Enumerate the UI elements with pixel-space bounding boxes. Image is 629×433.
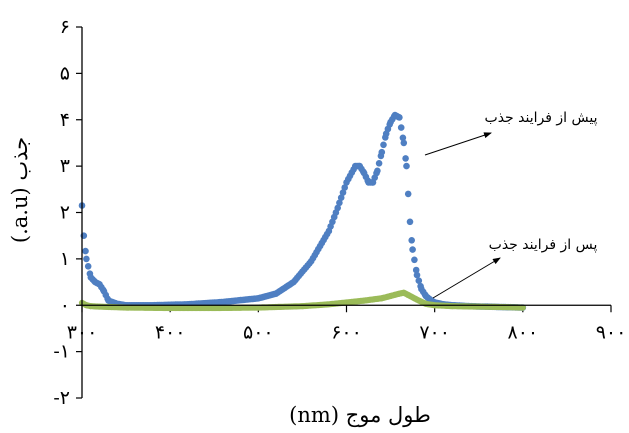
annotation-arrow-before — [424, 132, 492, 156]
data-point — [375, 160, 383, 167]
x-tick-label: ۹۰۰ — [596, 321, 627, 343]
data-point — [83, 255, 90, 263]
series-before-adsorption — [78, 111, 527, 311]
data-point — [337, 194, 345, 201]
y-tick-label: -۲ — [53, 387, 70, 409]
annotation-before: پیش از فرایند جذب — [485, 110, 598, 126]
data-point — [412, 266, 420, 274]
axes — [76, 26, 611, 399]
data-point — [339, 189, 347, 196]
data-point — [415, 277, 423, 285]
y-tick-label: ۰ — [60, 294, 70, 316]
x-tick-label: ۷۰۰ — [419, 321, 450, 343]
data-point — [413, 271, 421, 279]
x-axis-title: طول موج (nm) — [289, 403, 431, 428]
data-point — [334, 204, 342, 212]
data-point — [374, 167, 381, 175]
series-after-adsorption — [78, 289, 526, 312]
data-point — [380, 141, 387, 149]
x-tick-label: ۸۰۰ — [508, 321, 539, 343]
data-point — [341, 184, 349, 191]
y-tick-label: ۶ — [60, 16, 70, 38]
data-point — [408, 237, 416, 244]
y-tick-label: ۳ — [60, 155, 70, 177]
data-point — [406, 218, 414, 226]
data-point — [336, 199, 343, 207]
data-point — [411, 256, 418, 264]
annotation-after: پس از فرایند جذب — [489, 237, 598, 253]
data-point — [400, 139, 408, 147]
y-tick-label: ۲ — [60, 202, 70, 224]
data-point — [82, 247, 89, 255]
y-tick-label: ۱ — [60, 248, 70, 270]
data-point — [404, 190, 412, 198]
data-point — [403, 162, 410, 170]
annotations: پیش از فرایند جذب پس از فرایند جذب — [424, 110, 598, 299]
data-point — [378, 148, 386, 156]
data-point — [402, 155, 409, 162]
y-tick-label: ۵ — [60, 62, 70, 84]
annotation-arrow-after — [432, 257, 501, 299]
data-point — [396, 114, 403, 121]
data-point — [84, 263, 92, 270]
y-tick-labels: -۲ -۱ ۰ ۱ ۲ ۳ ۴ ۵ ۶ — [53, 16, 70, 409]
x-tick-labels: ۳۰۰ ۴۰۰ ۵۰۰ ۶۰۰ ۷۰۰ ۸۰۰ ۹۰۰ — [67, 321, 627, 343]
data-point — [397, 124, 405, 131]
data-point — [399, 134, 407, 142]
y-tick-label: ۴ — [60, 109, 70, 131]
x-tick-label: ۳۰۰ — [67, 321, 98, 343]
x-tick-label: ۵۰۰ — [243, 321, 274, 343]
y-tick-label: -۱ — [53, 341, 70, 363]
x-tick-label: ۴۰۰ — [155, 321, 186, 343]
data-point — [519, 304, 526, 311]
y-axis-title: جذب (a.u.) — [8, 137, 32, 243]
x-tick-label: ۶۰۰ — [331, 321, 362, 343]
data-point — [409, 246, 416, 253]
